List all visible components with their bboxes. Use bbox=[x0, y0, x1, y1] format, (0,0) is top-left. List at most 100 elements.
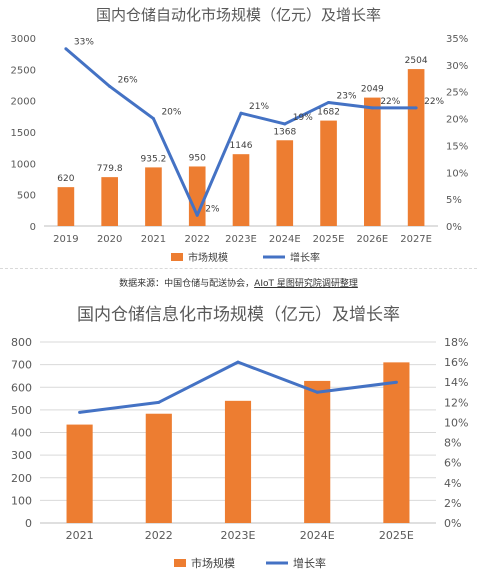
line-data-label: 21% bbox=[249, 102, 269, 112]
line-data-label: 23% bbox=[337, 91, 357, 101]
growth-rate-point bbox=[108, 84, 112, 88]
y-tick-label: 700 bbox=[11, 359, 32, 372]
growth-rate-point bbox=[236, 360, 240, 364]
y2-tick-label: 25% bbox=[446, 88, 468, 99]
x-tick-label: 2023E bbox=[225, 234, 257, 245]
line-data-label: 22% bbox=[380, 97, 400, 107]
x-tick-label: 2025E bbox=[379, 529, 414, 542]
bar bbox=[320, 120, 337, 226]
y2-tick-label: 14% bbox=[444, 376, 468, 389]
growth-rate-point bbox=[283, 122, 287, 126]
growth-rate-point bbox=[370, 106, 374, 110]
y2-tick-label: 15% bbox=[446, 141, 468, 152]
x-tick-label: 2026E bbox=[356, 234, 388, 245]
automation-chart-svg: 0 500 1000 1500 2000 2500 3000 0% 5% 10% 15% 20% 25%… bbox=[11, 34, 469, 264]
growth-rate-point bbox=[151, 117, 155, 121]
x-tick-label: 2025E bbox=[313, 234, 345, 245]
legend-label-line: 增长率 bbox=[293, 556, 326, 570]
y2-tick-label: 18% bbox=[444, 336, 468, 349]
bar-data-label: 779.8 bbox=[97, 164, 123, 174]
y2-tick-label: 20% bbox=[446, 115, 468, 126]
y-tick-label: 2000 bbox=[11, 97, 36, 108]
growth-rate-point bbox=[157, 400, 161, 404]
x-tick-label: 2024E bbox=[300, 529, 335, 542]
chart-title: 国内仓储自动化市场规模（亿元）及增长率 bbox=[95, 6, 381, 24]
growth-rate-point bbox=[195, 213, 199, 217]
x-tick-label: 2021 bbox=[66, 529, 94, 542]
y2-tick-label: 10% bbox=[446, 168, 468, 179]
bar bbox=[145, 413, 172, 523]
y-tick-label: 0 bbox=[25, 517, 32, 530]
bar-data-label: 935.2 bbox=[141, 154, 167, 164]
informatization-chart-svg: 0 100 200 300 400 500 600 700 800 0% 2% 4% 6% 8% 10% 12… bbox=[11, 336, 468, 570]
y-tick-label: 100 bbox=[11, 494, 32, 507]
growth-rate-point bbox=[64, 47, 68, 51]
y-tick-label: 500 bbox=[17, 191, 36, 202]
y2-tick-label: 35% bbox=[446, 34, 468, 45]
bar bbox=[383, 362, 410, 523]
bar bbox=[224, 400, 252, 523]
source-org: AIoT 星图研究院调研整理 bbox=[254, 279, 358, 289]
legend-label-bar: 市场规模 bbox=[191, 556, 235, 570]
y2-tick-label: 2% bbox=[444, 497, 461, 510]
bar bbox=[364, 97, 381, 226]
x-tick-label: 2024E bbox=[269, 234, 301, 245]
legend-swatch-bar bbox=[171, 253, 183, 261]
growth-rate-point bbox=[315, 390, 319, 394]
bar-data-label: 950 bbox=[189, 153, 206, 163]
chart-title: 国内仓储信息化市场规模（亿元）及增长率 bbox=[77, 305, 400, 325]
bar-data-label: 620 bbox=[57, 174, 74, 184]
y2-tick-label: 4% bbox=[444, 477, 461, 490]
x-tick-label: 2027E bbox=[400, 234, 432, 245]
y2-tick-label: 10% bbox=[444, 416, 468, 429]
y2-tick-label: 12% bbox=[444, 396, 468, 409]
y2-tick-label: 0% bbox=[446, 222, 462, 233]
line-data-label: 33% bbox=[74, 38, 94, 48]
bar-data-label: 1146 bbox=[230, 141, 253, 151]
bar-data-label: 2049 bbox=[361, 85, 384, 95]
line-data-label: 19% bbox=[293, 113, 313, 123]
x-tick-label: 2019 bbox=[53, 234, 78, 245]
source-note: 数据来源：中国仓储与配送协会，AIoT 星图研究院调研整理 bbox=[0, 276, 477, 289]
y-tick-label: 2500 bbox=[11, 65, 36, 76]
y-tick-label: 400 bbox=[11, 427, 32, 440]
bar-data-label: 1368 bbox=[273, 127, 296, 137]
y2-tick-label: 8% bbox=[444, 437, 461, 450]
bar-data-label: 2504 bbox=[405, 56, 428, 66]
y2-tick-label: 16% bbox=[444, 356, 468, 369]
y-tick-label: 1500 bbox=[11, 128, 36, 139]
legend-label-line: 增长率 bbox=[290, 251, 320, 264]
bar bbox=[407, 69, 425, 226]
growth-rate-point bbox=[414, 106, 418, 110]
bar bbox=[188, 166, 206, 226]
growth-rate-point bbox=[78, 410, 82, 414]
y-tick-label: 300 bbox=[11, 449, 32, 462]
y-tick-label: 200 bbox=[11, 472, 32, 485]
automation-chart-panel: 国内仓储自动化市场规模（亿元）及增长率 0 500 1000 1500 2000 2500… bbox=[0, 0, 477, 270]
y2-tick-label: 5% bbox=[446, 195, 462, 206]
bar-data-label: 1682 bbox=[317, 108, 340, 118]
growth-rate-point bbox=[394, 380, 398, 384]
y-tick-label: 3000 bbox=[11, 34, 36, 45]
bar bbox=[304, 380, 331, 523]
bar bbox=[101, 177, 118, 226]
bar bbox=[276, 140, 294, 226]
y2-tick-label: 0% bbox=[444, 517, 461, 530]
y-tick-label: 800 bbox=[11, 336, 32, 349]
line-data-label: 2% bbox=[205, 204, 220, 214]
x-tick-label: 2021 bbox=[141, 234, 166, 245]
bar bbox=[145, 167, 162, 226]
growth-rate-point bbox=[239, 111, 243, 115]
line-data-label: 20% bbox=[161, 108, 181, 118]
informatization-chart-panel: 国内仓储信息化市场规模（亿元）及增长率 0 100 200 300 400 500 600 7… bbox=[0, 298, 477, 576]
bar bbox=[57, 187, 75, 226]
line-data-label: 22% bbox=[424, 97, 444, 107]
divider bbox=[0, 268, 477, 269]
y-tick-label: 0 bbox=[30, 222, 36, 233]
y2-tick-label: 30% bbox=[446, 61, 468, 72]
x-tick-label: 2023E bbox=[221, 529, 256, 542]
legend-label-bar: 市场规模 bbox=[188, 251, 228, 264]
x-tick-label: 2022 bbox=[184, 234, 209, 245]
x-tick-label: 2020 bbox=[97, 234, 122, 245]
line-data-label: 26% bbox=[118, 75, 138, 85]
